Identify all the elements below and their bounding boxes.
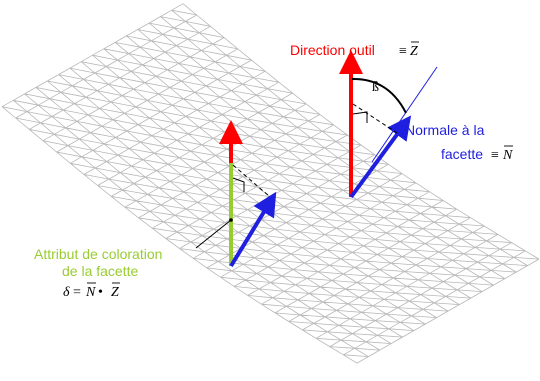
normal-reference-line (371, 66, 438, 163)
beta-angle-label: ß (372, 80, 379, 95)
delta-formula: δ = N • Z (63, 282, 120, 300)
delta-symbol: δ (63, 285, 70, 300)
left-normal-arrow (229, 191, 277, 268)
left-right-angle-mark (232, 177, 245, 192)
coloring-label-line2: de la facette (62, 263, 138, 279)
right-vector-group (339, 50, 438, 199)
tool-direction-vector-z: Z (410, 44, 418, 59)
tool-direction-label: Direction outil (290, 42, 375, 58)
delta-equals: = (73, 285, 81, 300)
triangulated-surface-mesh (1, 3, 540, 364)
normal-label-equiv: ≡ (491, 148, 499, 163)
coloring-label-line1: Attribut de coloration (34, 246, 162, 262)
mesh-grid-lines (1, 3, 540, 364)
coloring-leader-line (195, 219, 232, 249)
tool-direction-equiv: ≡ (399, 44, 407, 59)
beta-angle-arc (351, 77, 407, 114)
left-projection-dashed-line (232, 164, 270, 197)
normal-arrow (349, 115, 412, 199)
normal-label-vector-n: N (502, 148, 513, 163)
normal-label-line2: facette (441, 146, 483, 162)
right-angle-mark (352, 111, 368, 123)
delta-dot-operator: • (98, 285, 103, 300)
projection-dashed-line (352, 103, 398, 134)
left-vector-group (195, 120, 277, 268)
normal-label-line1: Normale à la (405, 122, 485, 138)
delta-vector-z: Z (111, 285, 119, 300)
delta-vector-n: N (85, 285, 96, 300)
